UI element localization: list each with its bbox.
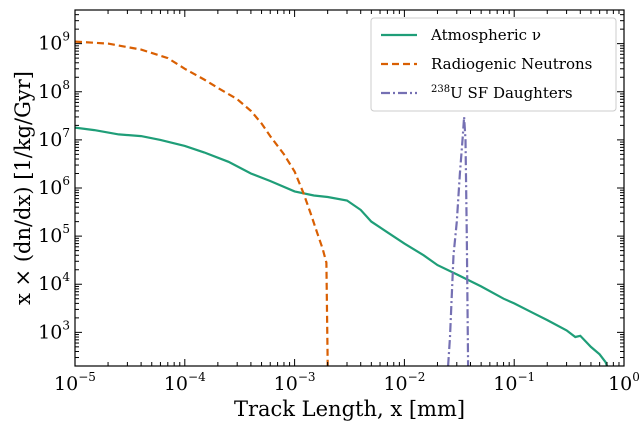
x-tick-label: 10−1 bbox=[493, 370, 535, 395]
y-tick-label: 108 bbox=[38, 78, 70, 103]
series-line-0 bbox=[75, 126, 609, 366]
y-tick-label: 104 bbox=[38, 270, 70, 295]
legend-label-radiogenic: Radiogenic Neutrons bbox=[431, 55, 592, 73]
x-tick-label: 100 bbox=[608, 370, 639, 395]
legend-sf-superscript: 238 bbox=[431, 84, 450, 95]
x-tick-label: 10−4 bbox=[164, 370, 206, 395]
series-layer bbox=[75, 40, 609, 366]
y-axis-label: x × (dn/dx) [1/kg/Gyr] bbox=[11, 71, 35, 305]
series-line-1 bbox=[75, 40, 329, 366]
y-tick-label: 103 bbox=[38, 318, 70, 343]
x-tick-label: 10−3 bbox=[274, 370, 316, 395]
legend-box bbox=[370, 17, 617, 112]
legend-label-sf-daughters: 238U SF Daughters bbox=[431, 84, 573, 102]
tick-labels-layer: 10−5 10−4 10−3 10−2 10−1 100 103 104 105 106 107 10… bbox=[38, 30, 639, 395]
y-tick-label: 109 bbox=[38, 30, 70, 55]
legend-sf-text: U SF Daughters bbox=[450, 84, 573, 102]
y-tick-label: 106 bbox=[38, 174, 70, 199]
x-axis-label: Track Length, x [mm] bbox=[234, 397, 465, 421]
x-tick-label: 10−5 bbox=[54, 370, 96, 395]
series-line-2 bbox=[447, 116, 470, 366]
ticks-layer bbox=[74, 9, 625, 367]
y-tick-label: 107 bbox=[38, 126, 70, 151]
x-tick-label: 10−2 bbox=[383, 370, 425, 395]
legend-label-atmospheric: Atmospheric ν bbox=[430, 26, 541, 44]
legend: Atmospheric ν Radiogenic Neutrons 238U S… bbox=[370, 17, 617, 112]
y-tick-label: 105 bbox=[38, 222, 70, 247]
